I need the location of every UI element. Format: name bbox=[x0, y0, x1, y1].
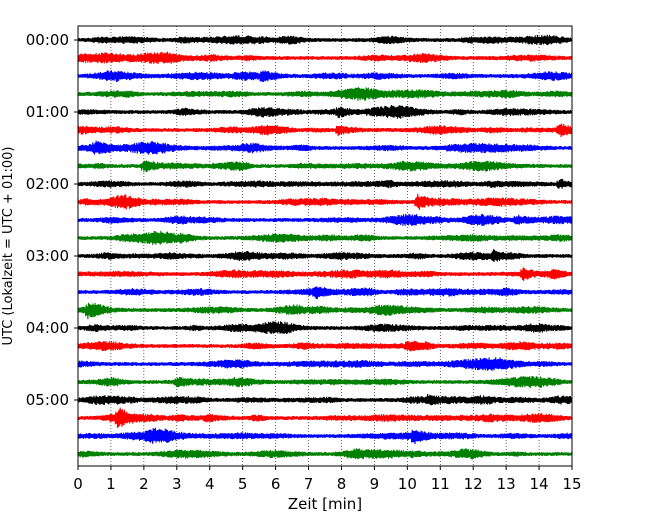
x-tick-label: 0 bbox=[73, 475, 83, 493]
x-tick-label: 15 bbox=[562, 475, 581, 493]
x-tick-label: 6 bbox=[271, 475, 281, 493]
x-tick-label: 13 bbox=[497, 475, 516, 493]
trace-0430 bbox=[77, 357, 573, 371]
x-tick-label: 5 bbox=[238, 475, 248, 493]
x-tick-label: 11 bbox=[431, 475, 450, 493]
y-axis-label: UTC (Lokalzeit = UTC + 01:00) bbox=[1, 147, 16, 346]
trace-0230 bbox=[77, 213, 573, 227]
trace-0515 bbox=[77, 407, 573, 428]
y-tick-label: 03:00 bbox=[26, 247, 69, 265]
y-tick-label: 01:00 bbox=[26, 103, 69, 121]
x-tick-label: 9 bbox=[370, 475, 380, 493]
trace-0400 bbox=[77, 321, 573, 335]
traces bbox=[77, 34, 573, 460]
trace-0015 bbox=[77, 51, 573, 64]
trace-0215 bbox=[77, 193, 573, 210]
x-axis-ticks: 0 1 2 3 4 5 6 7 8 9 10 11 12 13 14 15 bbox=[73, 466, 582, 493]
x-tick-label: 10 bbox=[398, 475, 417, 493]
trace-0545 bbox=[77, 448, 573, 460]
y-tick-label: 02:00 bbox=[26, 175, 69, 193]
x-tick-label: 4 bbox=[205, 475, 215, 493]
x-tick-label: 7 bbox=[304, 475, 314, 493]
trace-0100 bbox=[77, 104, 573, 119]
x-tick-label: 14 bbox=[530, 475, 549, 493]
grid-lines bbox=[110, 26, 540, 466]
y-axis-ticks: 00:00 01:00 02:00 03:00 04:00 05:00 bbox=[26, 31, 78, 409]
x-tick-label: 1 bbox=[106, 475, 116, 493]
trace-0345 bbox=[77, 302, 573, 320]
y-tick-label: 00:00 bbox=[26, 31, 69, 49]
trace-0030 bbox=[77, 70, 573, 82]
plot-frame bbox=[77, 25, 573, 467]
trace-0445 bbox=[77, 375, 573, 389]
x-tick-label: 2 bbox=[139, 475, 149, 493]
y-tick-label: 04:00 bbox=[26, 319, 69, 337]
x-tick-label: 8 bbox=[337, 475, 347, 493]
trace-0000 bbox=[77, 34, 573, 46]
x-tick-label: 12 bbox=[464, 475, 483, 493]
trace-0145 bbox=[77, 160, 573, 173]
trace-0530 bbox=[77, 427, 573, 445]
trace-0300 bbox=[77, 249, 573, 263]
trace-0330 bbox=[77, 286, 573, 300]
trace-0115 bbox=[77, 123, 573, 138]
trace-0130 bbox=[77, 140, 573, 155]
trace-0200 bbox=[77, 178, 573, 189]
trace-0045 bbox=[77, 87, 573, 101]
trace-0245 bbox=[77, 230, 573, 245]
x-tick-label: 3 bbox=[172, 475, 182, 493]
trace-0500 bbox=[77, 393, 573, 406]
trace-0315 bbox=[77, 267, 573, 281]
x-axis-label: Zeit [min] bbox=[288, 495, 362, 513]
trace-0415 bbox=[77, 340, 573, 352]
y-tick-label: 05:00 bbox=[26, 391, 69, 409]
